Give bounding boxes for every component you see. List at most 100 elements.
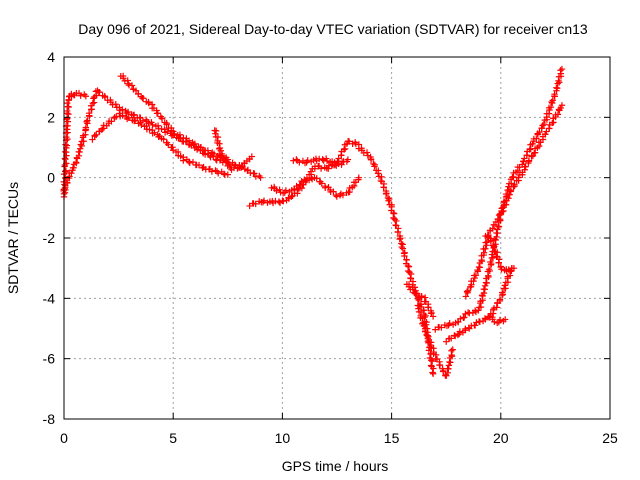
data-point — [219, 153, 226, 160]
data-point — [419, 319, 427, 327]
data-point — [190, 141, 197, 148]
data-point — [212, 130, 219, 137]
data-point — [547, 103, 555, 111]
x-tick-label: 20 — [493, 430, 509, 446]
data-point — [483, 238, 491, 246]
data-point — [197, 144, 205, 151]
data-point — [68, 169, 75, 177]
data-point — [138, 121, 145, 129]
x-tick-label: 5 — [169, 430, 177, 446]
data-point — [333, 193, 341, 200]
y-tick-label: 4 — [47, 49, 55, 65]
data-point — [404, 267, 412, 275]
x-axis-label: GPS time / hours — [282, 458, 389, 474]
chart-title: Day 096 of 2021, Sidereal Day-to-day VTE… — [78, 21, 588, 37]
data-point — [61, 185, 68, 192]
data-point — [371, 163, 378, 170]
data-point — [438, 324, 445, 331]
x-tick-label: 10 — [275, 430, 291, 446]
data-point — [125, 80, 132, 87]
data-point — [83, 118, 90, 125]
series-markers — [246, 137, 363, 210]
series-markers — [290, 155, 352, 169]
data-point — [158, 115, 166, 122]
data-point — [405, 283, 413, 290]
series-markers — [462, 102, 566, 300]
data-point — [145, 99, 152, 107]
series-markers — [482, 232, 518, 275]
data-point — [554, 111, 562, 118]
data-point — [185, 137, 193, 144]
data-point — [339, 191, 347, 199]
data-point — [89, 136, 96, 143]
data-point — [529, 140, 536, 148]
data-point — [154, 122, 162, 129]
data-point — [501, 282, 509, 289]
data-point — [529, 152, 537, 160]
data-point — [195, 161, 203, 169]
data-point — [355, 174, 363, 181]
data-point — [390, 210, 398, 217]
series-markers — [89, 110, 231, 178]
data-point — [210, 150, 218, 158]
data-point — [63, 107, 71, 115]
data-point — [90, 95, 97, 102]
data-point — [398, 243, 406, 251]
data-point — [394, 228, 402, 236]
series-markers — [268, 174, 363, 200]
data-point — [502, 285, 509, 292]
data-point — [191, 140, 199, 147]
data-point — [75, 148, 82, 156]
data-point — [477, 303, 485, 311]
data-point — [495, 211, 503, 219]
data-point — [485, 265, 493, 273]
data-point — [171, 130, 178, 138]
data-point — [405, 263, 413, 270]
data-point — [515, 174, 522, 181]
data-point — [549, 97, 556, 104]
data-point — [163, 121, 170, 128]
data-point — [63, 99, 71, 107]
data-point — [82, 124, 90, 131]
data-point — [130, 111, 138, 118]
data-point — [522, 163, 529, 170]
data-point — [119, 106, 126, 113]
data-point — [494, 215, 502, 223]
data-point — [420, 322, 428, 329]
y-tick-label: -4 — [43, 290, 56, 306]
data-point — [501, 316, 509, 323]
data-point — [180, 157, 187, 164]
data-point — [447, 335, 455, 342]
data-point — [526, 146, 533, 153]
data-point — [558, 65, 566, 73]
data-point — [449, 346, 456, 353]
data-point — [273, 187, 280, 194]
data-point — [135, 90, 142, 97]
data-point — [539, 122, 546, 129]
data-point — [528, 153, 535, 160]
data-point — [385, 197, 392, 204]
y-tick-label: -6 — [43, 351, 56, 367]
data-point — [69, 164, 77, 172]
data-point — [558, 102, 566, 109]
data-point — [154, 110, 162, 117]
data-point — [439, 368, 447, 375]
data-point — [396, 235, 403, 243]
data-point — [493, 304, 500, 311]
data-point — [65, 110, 72, 118]
data-point — [557, 104, 564, 112]
data-point — [124, 108, 132, 116]
data-point — [207, 153, 214, 161]
data-point — [176, 131, 184, 138]
data-point — [416, 302, 423, 310]
series-markers — [60, 126, 90, 198]
data-point — [214, 170, 222, 177]
data-point — [96, 88, 103, 96]
series-markers — [414, 302, 456, 379]
data-point — [313, 175, 320, 182]
data-point — [533, 135, 540, 142]
y-tick-label: -2 — [43, 230, 56, 246]
data-point — [421, 328, 429, 335]
data-point — [204, 147, 212, 154]
